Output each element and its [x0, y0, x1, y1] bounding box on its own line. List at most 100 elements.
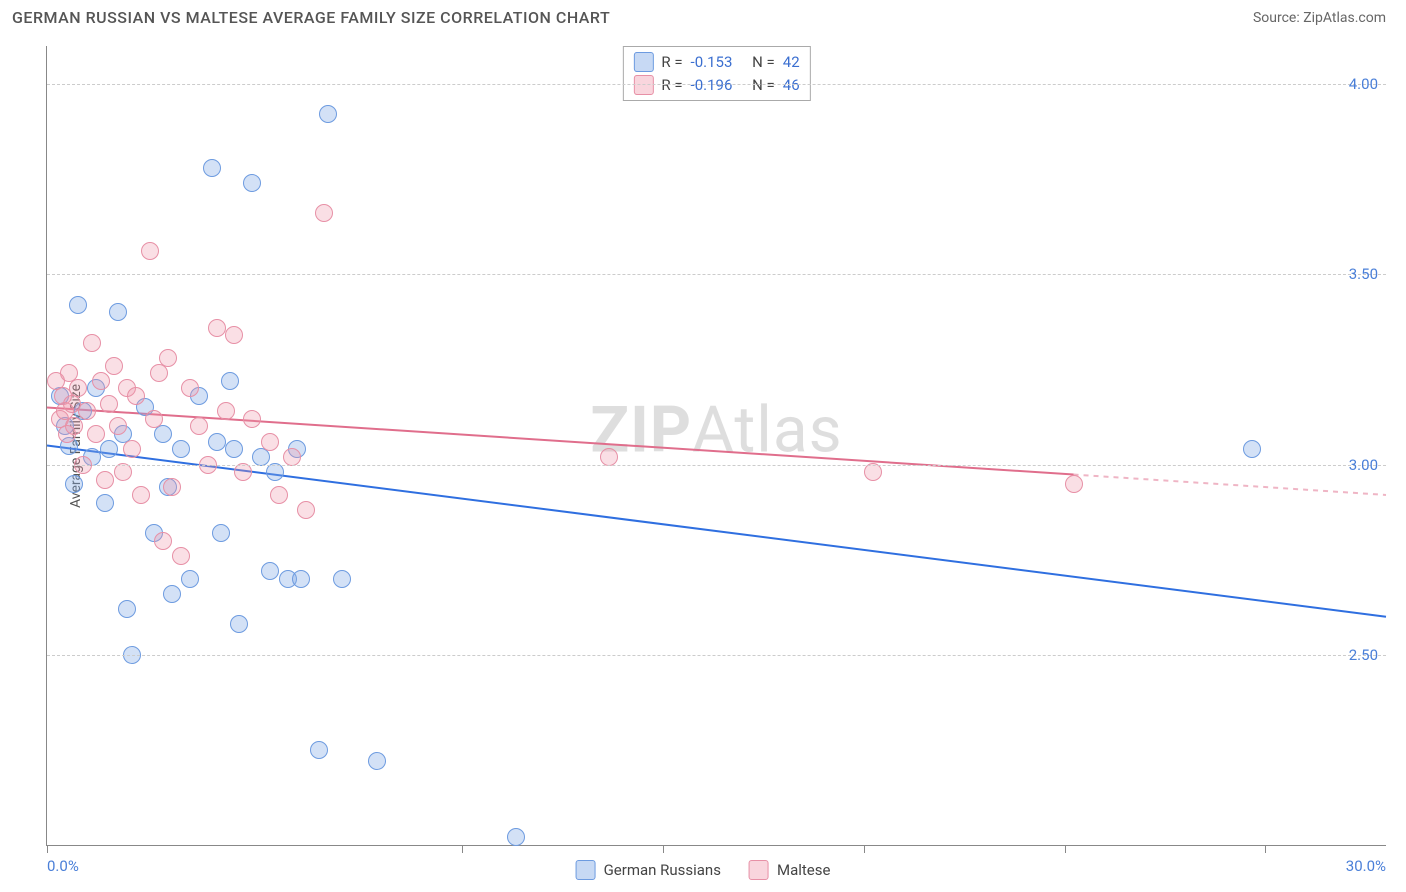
scatter-point [315, 204, 333, 222]
scatter-point [69, 379, 87, 397]
scatter-point [172, 547, 190, 565]
scatter-point [163, 478, 181, 496]
scatter-point [261, 562, 279, 580]
scatter-point [243, 174, 261, 192]
scatter-point [65, 475, 83, 493]
y-tick-label: 4.00 [1349, 75, 1378, 93]
n-value-1: 42 [783, 51, 800, 74]
scatter-point [132, 486, 150, 504]
scatter-point [96, 471, 114, 489]
scatter-point [864, 463, 882, 481]
scatter-point [123, 440, 141, 458]
x-tick [47, 845, 48, 853]
chart-title: GERMAN RUSSIAN VS MALTESE AVERAGE FAMILY… [12, 8, 610, 27]
y-tick-label: 2.50 [1349, 646, 1378, 664]
scatter-point [154, 532, 172, 550]
x-tick [1265, 845, 1266, 853]
source-prefix: Source: [1253, 10, 1303, 26]
source-attribution: Source: ZipAtlas.com [1253, 10, 1386, 26]
chart-plot-area: ZIPAtlas R = -0.153 N = 42 R = -0.196 N … [46, 46, 1386, 846]
scatter-point [96, 494, 114, 512]
scatter-point [65, 417, 83, 435]
scatter-point [217, 402, 235, 420]
scatter-point [292, 570, 310, 588]
r-label-1: R = [661, 51, 682, 74]
scatter-point [150, 364, 168, 382]
gridline-h [47, 655, 1386, 656]
bottom-legend-item-2: Maltese [749, 860, 830, 880]
scatter-point [172, 440, 190, 458]
gridline-h [47, 274, 1386, 275]
scatter-point [208, 433, 226, 451]
scatter-point [69, 296, 87, 314]
scatter-point [1243, 440, 1261, 458]
scatter-point [181, 570, 199, 588]
scatter-point [225, 440, 243, 458]
swatch-series-1-icon [633, 52, 653, 72]
legend-stats-box: R = -0.153 N = 42 R = -0.196 N = 46 [622, 46, 810, 101]
scatter-point [261, 433, 279, 451]
scatter-point [190, 417, 208, 435]
scatter-point [141, 242, 159, 260]
scatter-point [159, 349, 177, 367]
scatter-point [145, 410, 163, 428]
scatter-point [114, 463, 132, 481]
scatter-point [100, 440, 118, 458]
swatch-series-2-icon [749, 860, 769, 880]
swatch-series-1-icon [576, 860, 596, 880]
scatter-point [368, 752, 386, 770]
gridline-h [47, 465, 1386, 466]
scatter-point [109, 303, 127, 321]
scatter-point [105, 357, 123, 375]
scatter-point [181, 379, 199, 397]
bottom-legend: German Russians Maltese [576, 860, 831, 880]
r-value-1: -0.153 [691, 51, 733, 74]
scatter-point [78, 402, 96, 420]
y-tick-label: 3.50 [1349, 265, 1378, 283]
scatter-point [212, 524, 230, 542]
scatter-point [118, 600, 136, 618]
scatter-point [225, 326, 243, 344]
scatter-point [109, 417, 127, 435]
scatter-point [203, 159, 221, 177]
scatter-point [333, 570, 351, 588]
bottom-legend-item-1: German Russians [576, 860, 721, 880]
scatter-point [270, 486, 288, 504]
scatter-point [230, 615, 248, 633]
scatter-point [234, 463, 252, 481]
scatter-point [92, 372, 110, 390]
scatter-point [319, 105, 337, 123]
scatter-point [507, 828, 525, 846]
x-tick-label-max: 30.0% [1346, 857, 1386, 875]
x-tick [1065, 845, 1066, 853]
y-tick-label: 3.00 [1349, 456, 1378, 474]
scatter-point [600, 448, 618, 466]
x-tick [864, 845, 865, 853]
scatter-points-layer [47, 46, 1386, 845]
scatter-point [297, 501, 315, 519]
x-tick [663, 845, 664, 853]
scatter-point [252, 448, 270, 466]
scatter-point [154, 425, 172, 443]
x-tick [462, 845, 463, 853]
scatter-point [208, 319, 226, 337]
source-name: ZipAtlas.com [1303, 10, 1386, 26]
scatter-point [1065, 475, 1083, 493]
scatter-point [87, 425, 105, 443]
scatter-point [221, 372, 239, 390]
scatter-point [83, 334, 101, 352]
n-label-1: N = [752, 51, 775, 74]
chart-header: GERMAN RUSSIAN VS MALTESE AVERAGE FAMILY… [0, 0, 1406, 35]
scatter-point [283, 448, 301, 466]
legend-stats-row-1: R = -0.153 N = 42 [633, 51, 799, 74]
scatter-point [127, 387, 145, 405]
scatter-point [310, 741, 328, 759]
x-tick-label-min: 0.0% [47, 857, 79, 875]
bottom-legend-label-1: German Russians [604, 861, 721, 879]
bottom-legend-label-2: Maltese [777, 861, 830, 879]
scatter-point [163, 585, 181, 603]
scatter-point [266, 463, 284, 481]
gridline-h [47, 84, 1386, 85]
scatter-point [243, 410, 261, 428]
scatter-point [100, 395, 118, 413]
